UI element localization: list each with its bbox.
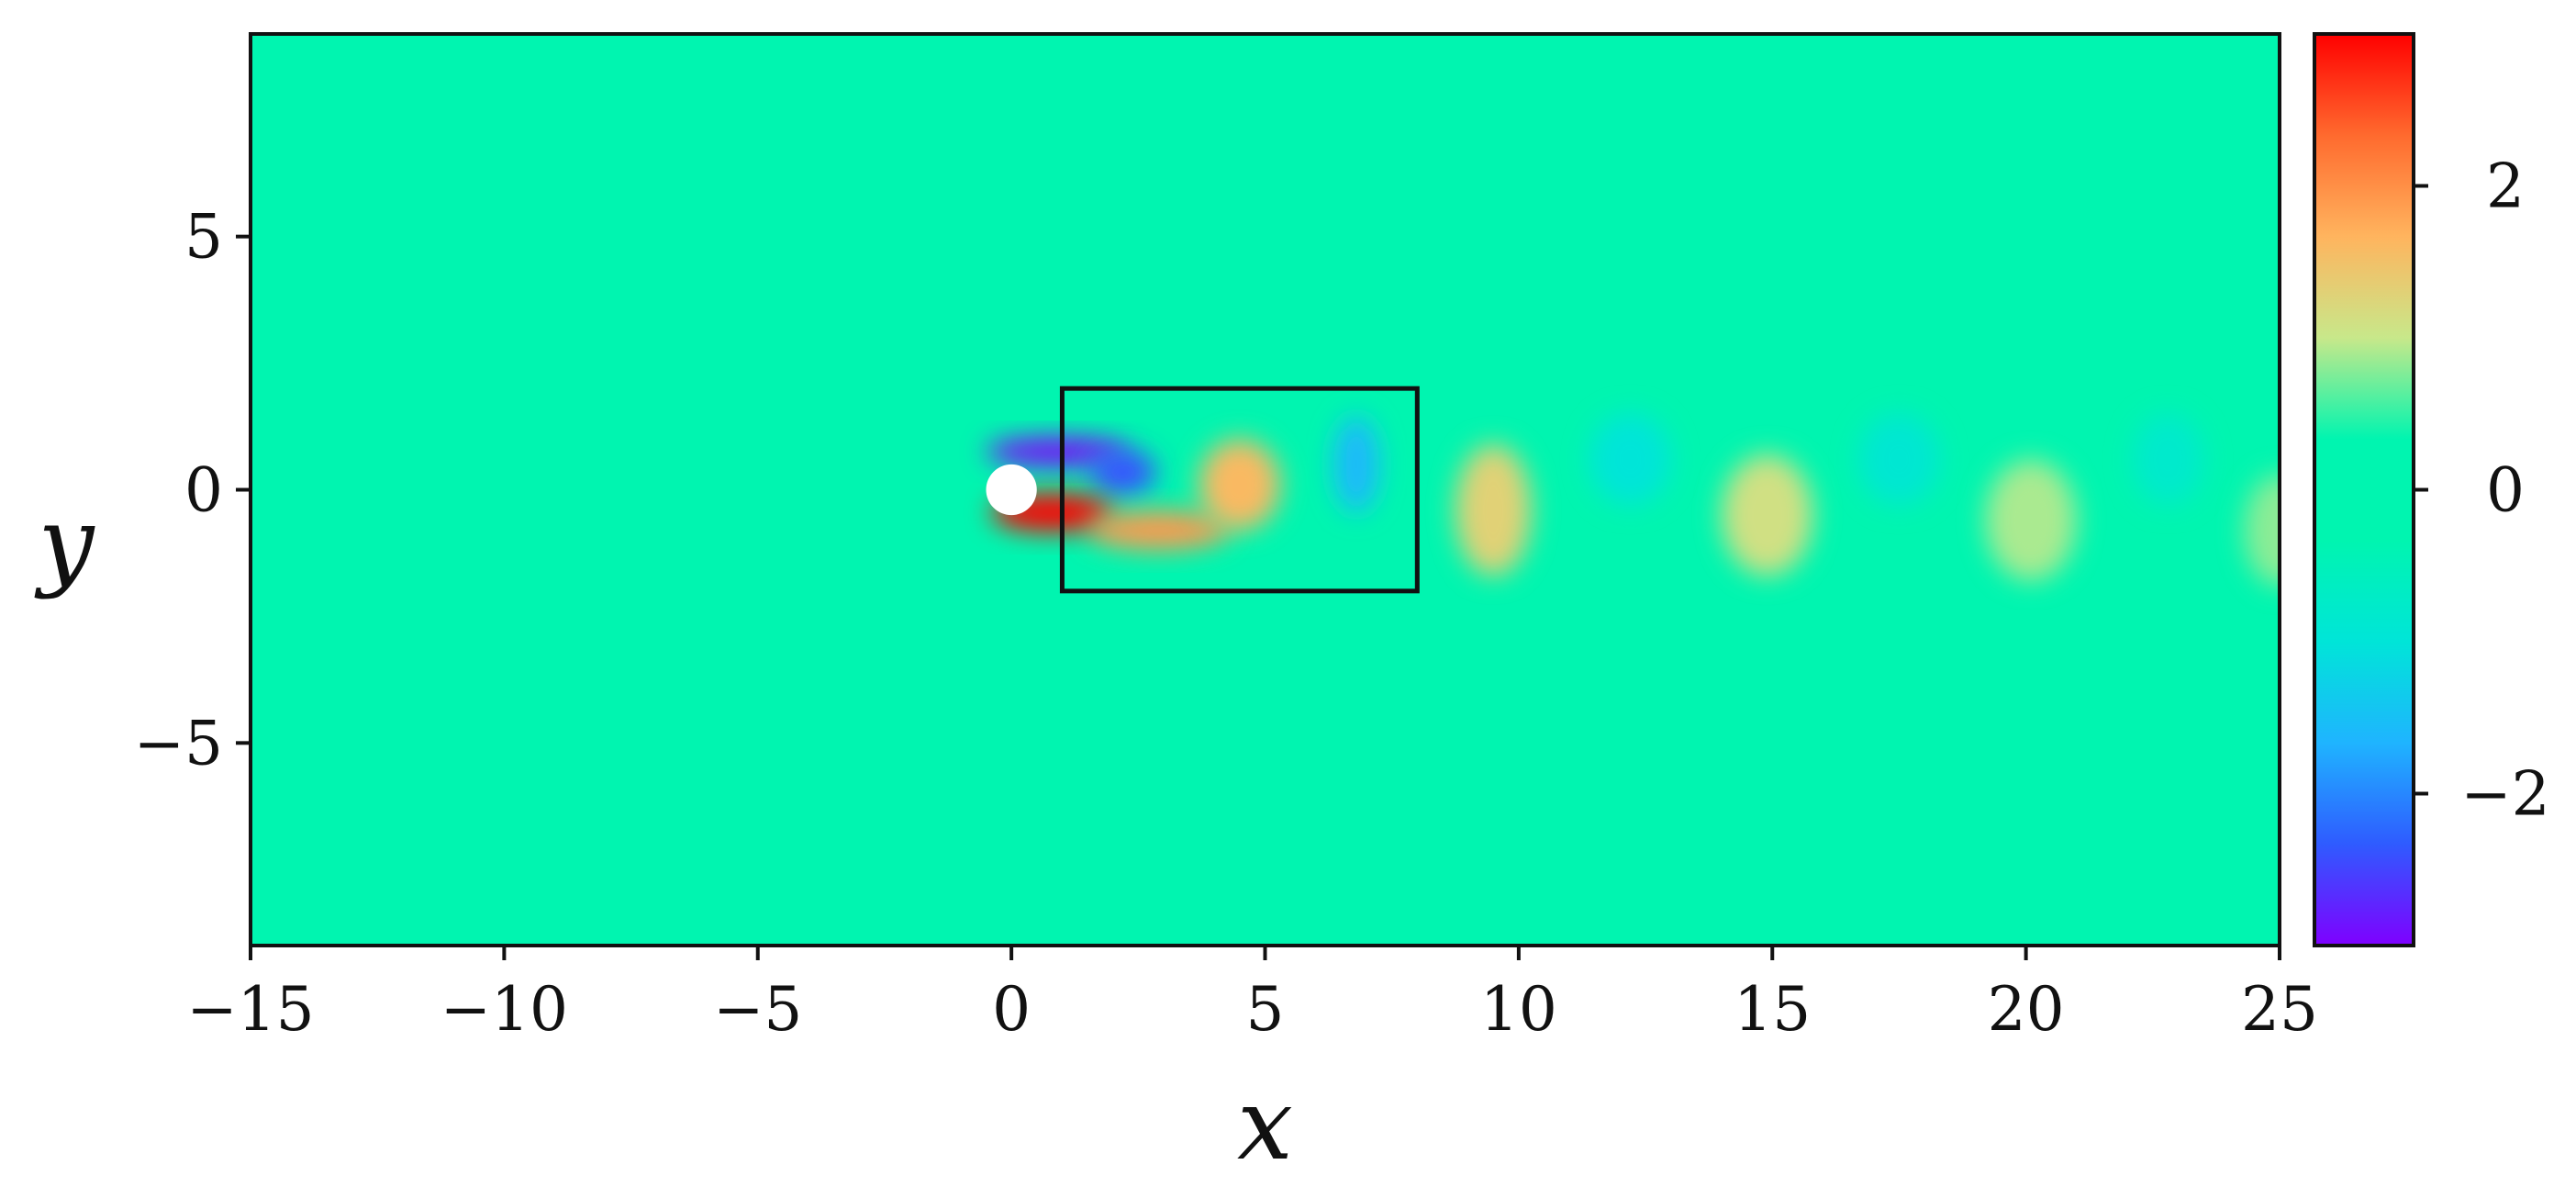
vortex-layer [986, 413, 2280, 587]
colorbar-ticks: −2 0 2 [2414, 151, 2550, 830]
y-axis-label: y [33, 487, 95, 601]
vortex-5 [1333, 416, 1379, 513]
highlight-box [1059, 386, 1420, 594]
x-tick-label: 25 [2241, 974, 2318, 1045]
x-tick-label: −15 [186, 974, 314, 1045]
x-tick-label: −5 [713, 974, 802, 1045]
x-tick-label: 5 [1246, 974, 1285, 1045]
plot-area [249, 32, 2281, 947]
x-tick-label: 20 [1988, 974, 2065, 1045]
x-tick-label: 10 [1480, 974, 1557, 1045]
x-axis: −15 −10 −5 0 5 10 15 20 25 [186, 946, 2318, 1045]
x-tick-label: 0 [992, 974, 1031, 1045]
x-tick-label: 15 [1734, 974, 1811, 1045]
vortex-1 [1089, 449, 1156, 496]
vortex-4 [1199, 439, 1281, 531]
colorbar-tick-label: 2 [2486, 151, 2525, 222]
vortex-12 [2244, 474, 2280, 587]
colorbar-gradient [2314, 34, 2414, 946]
vortex-3 [1087, 510, 1230, 550]
vortex-6 [1455, 443, 1532, 577]
vortex-11 [2132, 413, 2204, 506]
colorbar-tick-label: −2 [2460, 759, 2549, 830]
vortex-7 [1589, 413, 1671, 506]
y-tick-label: −5 [134, 708, 223, 778]
y-tick-label: 0 [184, 455, 223, 526]
x-axis-label: x [1237, 1068, 1293, 1182]
colorbar: −2 0 2 [2313, 32, 2550, 947]
x-tick-label: −10 [440, 974, 568, 1045]
vortex-10 [1985, 459, 2077, 581]
vortex-0 [986, 437, 1129, 466]
vortex-9 [1858, 413, 1940, 506]
colorbar-tick-label: 0 [2486, 455, 2525, 526]
cylinder [986, 464, 1037, 516]
y-axis: −5 0 5 [134, 202, 251, 778]
vortex-8 [1721, 453, 1813, 577]
y-tick-label: 5 [184, 202, 223, 273]
